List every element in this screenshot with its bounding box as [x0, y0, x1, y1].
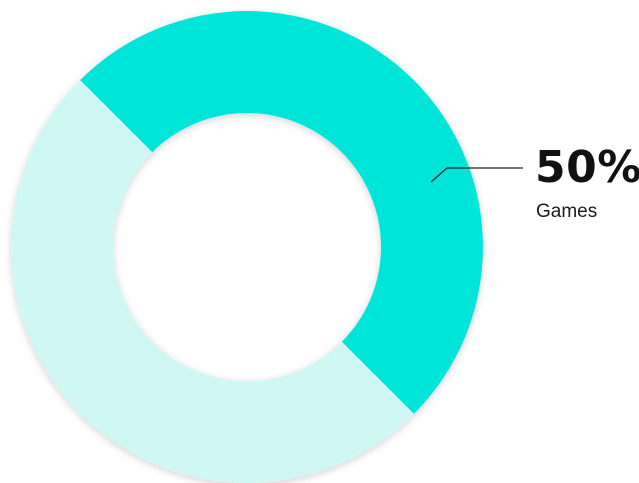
slice-category-label: Games	[536, 201, 597, 222]
annotation-leader-line	[430, 167, 448, 183]
slice-value-label: 50%	[535, 142, 639, 193]
donut-slice-highlighted	[80, 11, 483, 414]
donut-slices	[11, 11, 483, 483]
donut-slice-2	[11, 80, 414, 483]
